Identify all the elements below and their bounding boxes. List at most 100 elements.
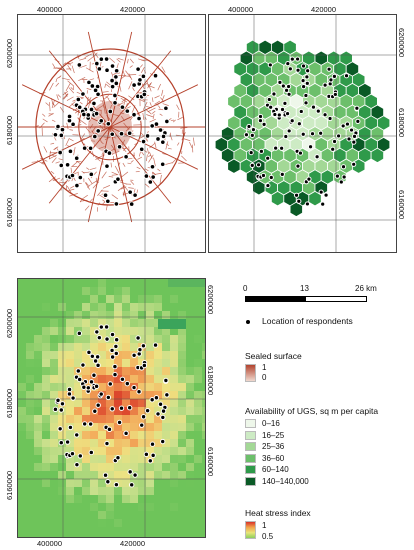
heat-cell bbox=[178, 479, 186, 487]
road-segment bbox=[86, 96, 89, 105]
heat-cell bbox=[178, 519, 186, 527]
heat-cell bbox=[50, 391, 58, 399]
heat-cell bbox=[186, 383, 194, 391]
respondent-dot bbox=[347, 137, 351, 141]
heat-cell bbox=[114, 279, 122, 287]
heat-cell bbox=[162, 503, 170, 511]
heat-cell bbox=[138, 327, 146, 335]
respondent-dot bbox=[81, 92, 85, 96]
respondent-dot bbox=[65, 162, 70, 167]
heat-cell bbox=[106, 503, 114, 511]
heat-cell bbox=[34, 383, 42, 391]
heat-cell bbox=[74, 479, 82, 487]
heat-cell bbox=[98, 319, 106, 327]
respondent-dot bbox=[297, 122, 301, 126]
heat-cell bbox=[154, 535, 162, 537]
road-segment bbox=[87, 177, 93, 184]
road-segment bbox=[57, 94, 61, 98]
road-segment bbox=[66, 122, 69, 130]
heat-cell bbox=[18, 279, 26, 287]
ugs-canvas bbox=[209, 15, 396, 252]
heat-cell bbox=[178, 367, 186, 375]
heat-cell bbox=[186, 447, 194, 455]
respondent-dot bbox=[323, 113, 327, 117]
heat-cell bbox=[50, 495, 58, 503]
respondent-dot bbox=[99, 392, 103, 396]
respondent-dot bbox=[148, 459, 153, 463]
road-segment bbox=[165, 143, 170, 146]
road-segment bbox=[49, 102, 51, 112]
road-segment bbox=[112, 114, 120, 117]
heat-cell bbox=[170, 415, 178, 423]
heat-cell bbox=[130, 479, 138, 487]
heat-cell bbox=[194, 503, 202, 511]
heat-cell bbox=[66, 431, 74, 439]
heat-cell bbox=[186, 511, 194, 519]
road-segment bbox=[55, 161, 60, 164]
heat-cell bbox=[50, 487, 58, 495]
heat-cell bbox=[146, 391, 154, 399]
heat-cell bbox=[202, 479, 205, 487]
heat-cell bbox=[66, 447, 74, 455]
heat-cell bbox=[130, 495, 138, 503]
heat-cell bbox=[34, 375, 42, 383]
heat-cell bbox=[74, 327, 82, 335]
heat-cell bbox=[82, 343, 90, 351]
heat-cell bbox=[106, 295, 114, 303]
heat-cell bbox=[106, 527, 114, 535]
road-segment bbox=[63, 62, 67, 66]
heat-cell bbox=[106, 487, 114, 495]
road-segment bbox=[158, 105, 161, 109]
respondent-dot bbox=[58, 427, 62, 431]
road-segment bbox=[58, 158, 63, 161]
road-segment bbox=[149, 102, 152, 106]
heat-cell bbox=[106, 383, 114, 391]
heat-cell bbox=[34, 511, 42, 519]
road-segment bbox=[79, 119, 87, 125]
heat-cell bbox=[122, 519, 130, 527]
road-segment bbox=[123, 122, 130, 130]
road-segment bbox=[157, 83, 162, 91]
respondent-dot bbox=[76, 369, 81, 373]
x-tick-a-1: 400000 bbox=[37, 5, 63, 14]
respondent-dot bbox=[139, 147, 144, 152]
road-segment bbox=[59, 106, 65, 113]
respondent-dot bbox=[287, 129, 291, 133]
road-segment bbox=[45, 102, 50, 106]
heat-cell bbox=[154, 455, 162, 463]
x-tick-c-1: 400000 bbox=[37, 539, 63, 548]
respondent-dot bbox=[114, 344, 118, 349]
heat-cell bbox=[170, 287, 178, 295]
respondent-dot bbox=[105, 68, 109, 73]
respondent-dot bbox=[305, 75, 309, 79]
respondent-dot bbox=[56, 398, 60, 403]
road-segment bbox=[48, 176, 56, 183]
heat-cell bbox=[122, 447, 130, 455]
y-tick-a-3: 6160000 bbox=[5, 197, 14, 227]
heat-cell bbox=[138, 503, 146, 511]
heat-cell bbox=[146, 279, 154, 287]
heat-cell bbox=[170, 327, 178, 335]
heat-cell bbox=[138, 519, 146, 527]
respondent-dot bbox=[299, 109, 303, 114]
y-tick-a-1: 6200000 bbox=[5, 38, 14, 68]
heat-cell bbox=[74, 487, 82, 495]
heat-cell bbox=[170, 391, 178, 399]
road-segment bbox=[67, 65, 72, 71]
respondent-dot bbox=[356, 119, 360, 123]
heat-cell bbox=[42, 287, 50, 295]
ugs-legend-swatch bbox=[245, 476, 256, 486]
heat-cell bbox=[194, 511, 202, 519]
road-segment bbox=[111, 171, 118, 175]
heat-cell bbox=[34, 295, 42, 303]
heat-cell bbox=[82, 431, 90, 439]
heat-cell bbox=[98, 327, 106, 335]
respondent-dot bbox=[110, 132, 115, 137]
heat-cell bbox=[66, 375, 74, 383]
y-tick-b-3: 6160000 bbox=[397, 190, 406, 220]
heat-cell bbox=[186, 503, 194, 511]
respondent-dot bbox=[74, 375, 79, 379]
heat-cell bbox=[202, 287, 205, 295]
road-segment bbox=[129, 65, 133, 68]
respondent-dot bbox=[261, 173, 266, 178]
